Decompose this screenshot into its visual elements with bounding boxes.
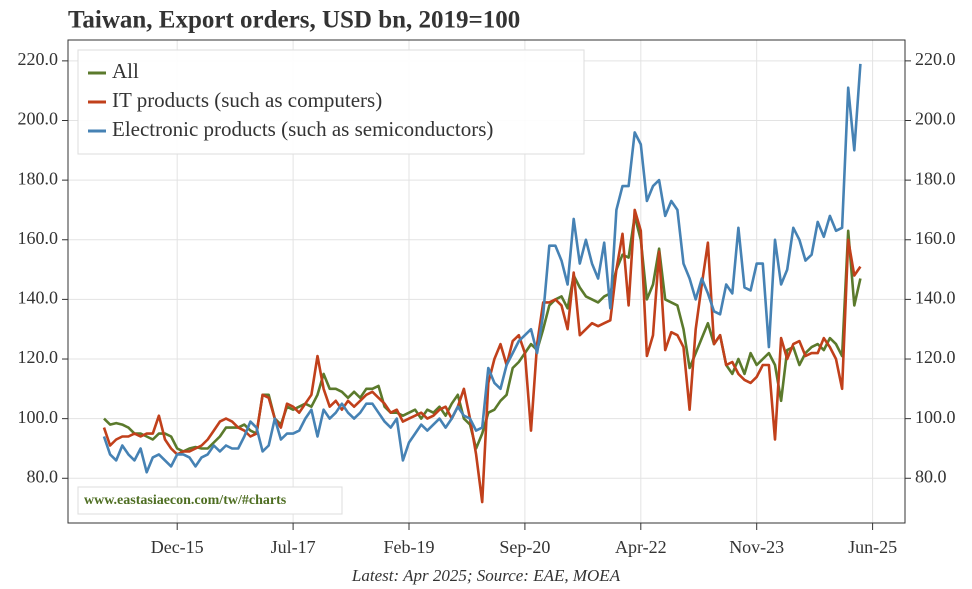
y-tick-label: 120.0	[18, 347, 59, 367]
legend-label: IT products (such as computers)	[112, 88, 382, 112]
x-tick-label: Nov-23	[729, 537, 784, 557]
y-tick-label: 180.0	[18, 168, 59, 188]
x-tick-label: Jul-17	[271, 537, 316, 557]
y-tick-label: 220.0	[18, 49, 59, 69]
y-tick-label: 100.0	[18, 407, 59, 427]
y-tick-label: 200.0	[18, 109, 59, 129]
series-line	[102, 208, 862, 504]
y2-tick-label: 80.0	[915, 466, 947, 486]
y-tick-label: 80.0	[27, 466, 59, 486]
x-tick-label: Sep-20	[499, 537, 550, 557]
legend-label: All	[112, 59, 139, 83]
plot-frame	[67, 39, 906, 524]
series-line	[103, 214, 862, 453]
y2-tick-label: 220.0	[915, 49, 956, 69]
y2-tick-label: 120.0	[915, 347, 956, 367]
y2-tick-label: 180.0	[915, 168, 956, 188]
watermark-box	[77, 486, 343, 515]
footnote: Latest: Apr 2025; Source: EAE, MOEA	[351, 566, 621, 585]
x-tick-label: Dec-15	[151, 537, 204, 557]
x-tick-label: Apr-22	[615, 537, 667, 557]
y2-tick-label: 140.0	[915, 288, 956, 308]
series-line	[102, 63, 862, 474]
y-tick-label: 140.0	[18, 288, 59, 308]
chart-title: Taiwan, Export orders, USD bn, 2019=100	[68, 7, 520, 34]
x-tick-label: Feb-19	[384, 537, 435, 557]
legend-box	[77, 49, 585, 155]
watermark: www.eastasiaecon.com/tw/#charts	[84, 493, 287, 508]
y-tick-label: 160.0	[18, 228, 59, 248]
y2-tick-label: 160.0	[915, 228, 956, 248]
legend-label: Electronic products (such as semiconduct…	[112, 117, 493, 141]
y2-tick-label: 100.0	[915, 407, 956, 427]
x-tick-label: Jun-25	[848, 537, 897, 557]
y2-tick-label: 200.0	[915, 109, 956, 129]
